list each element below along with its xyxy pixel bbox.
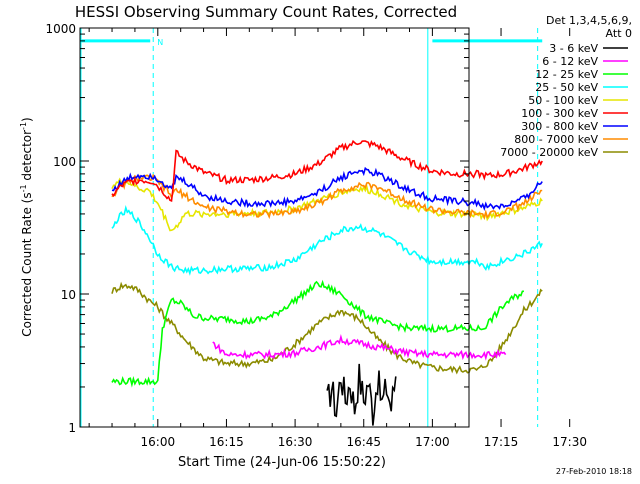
n-state-label: N [157,38,163,47]
y-axis-label-sup1: -1 [19,184,28,192]
footer-timestamp: 27-Feb-2010 18:18 [556,467,632,476]
x-tick-label: 16:15 [209,435,244,449]
legend-header-line2: Att 0 [606,27,632,40]
y-axis-label-mid: detector [20,130,34,185]
series-line [111,166,543,211]
y-tick-label: 10 [61,288,76,302]
x-tick-label: 17:30 [552,435,587,449]
y-axis-label-end: ) [20,117,34,122]
series-layer [111,139,543,426]
y-axis-label: Corrected Count Rate (s-1 detector-1) [19,117,34,336]
x-tick-label: 17:00 [415,435,450,449]
x-tick-label: 16:00 [141,435,176,449]
markers-layer: N [80,28,543,427]
series-line [111,279,525,388]
legend-label: 300 - 800 keV [521,120,598,133]
series-line [111,281,543,375]
series-line [212,334,507,361]
y-axis-label-sup2: -1 [19,122,28,130]
legend-label: 7000 - 20000 keV [500,146,598,159]
x-tick-label: 16:45 [346,435,381,449]
y-tick-label: 1000 [45,22,76,36]
series-line [326,363,397,426]
axes-layer: 16:00 16:15 16:30 16:45 17:00 17:15 17:30 1 10 10… [45,22,587,449]
legend-label: 100 - 300 keV [521,107,598,120]
legend-label: 25 - 50 keV [535,81,598,94]
x-tick-label: 17:15 [484,435,519,449]
series-line [111,204,543,276]
y-axis-label-main: Corrected Count Rate (s [20,192,34,336]
series-line [111,177,543,232]
chart-title: HESSI Observing Summary Count Rates, Cor… [75,3,457,21]
legend-label: 800 - 7000 keV [514,133,598,146]
legend-label: 6 - 12 keV [542,55,598,68]
legend-label: 12 - 25 keV [535,68,598,81]
x-axis-label: Start Time (24-Jun-06 15:50:22) [178,455,386,470]
plot-frame [79,27,470,428]
legend-header-line1: Det 1,3,4,5,6,9, [546,14,632,27]
x-tick-label: 16:30 [278,435,313,449]
y-tick-label: 1 [68,421,76,435]
legend-label: 50 - 100 keV [528,94,598,107]
series-line [111,173,543,220]
legend-label: 3 - 6 keV [549,42,598,55]
series-line [111,139,543,203]
y-tick-label: 100 [53,155,76,169]
